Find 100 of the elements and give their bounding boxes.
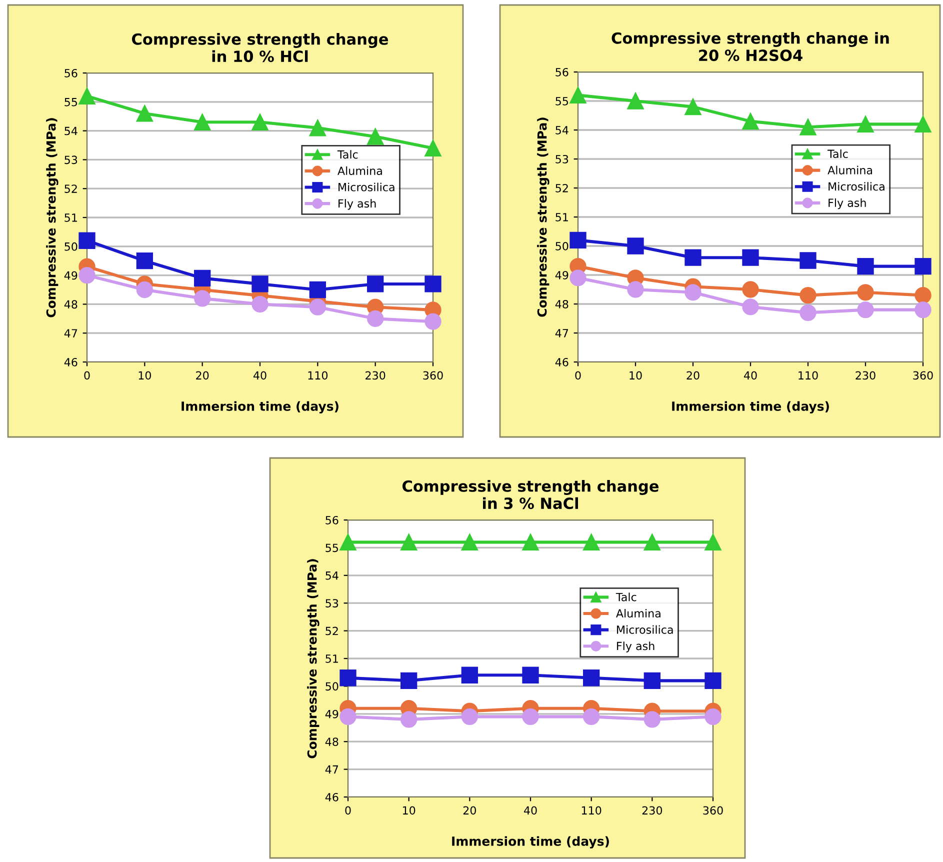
chart-title: Compressive strength change in 3 % NaCl (402, 480, 659, 510)
point (367, 310, 384, 327)
x-tick-label: 10 (630, 371, 642, 380)
point (583, 708, 600, 726)
point (340, 534, 356, 550)
y-tick-label: 56 (556, 68, 568, 76)
point (914, 116, 932, 133)
x-tick-label: 110 (798, 371, 818, 380)
y-tick-label: 54 (64, 126, 78, 136)
legend-label: Microsilica (338, 182, 394, 192)
point (857, 284, 874, 301)
point (461, 534, 478, 550)
point (800, 304, 816, 322)
point (367, 276, 384, 292)
y-tick-label: 47 (64, 329, 78, 338)
point (583, 534, 600, 550)
point (400, 672, 418, 689)
y-tick-label: 54 (326, 572, 338, 580)
y-tick-label: 53 (326, 599, 338, 608)
chart-title: Compressive strength change in 10 % HCl (132, 33, 388, 62)
x-tick-label: 360 (913, 371, 933, 380)
point (194, 290, 211, 307)
y-tick-label: 53 (64, 156, 78, 164)
point (194, 114, 211, 130)
point (704, 672, 722, 689)
point (522, 534, 539, 550)
x-tick-label: 20 (686, 371, 700, 380)
x-tick-label: 10 (402, 806, 416, 815)
x-tick-label: 230 (366, 371, 386, 380)
y-tick-label: 51 (556, 213, 568, 222)
point (78, 232, 96, 249)
point (78, 88, 96, 104)
point (644, 534, 660, 550)
x-tick-label: 40 (524, 806, 537, 815)
y-axis-title: Compressive strength (MPa) (307, 559, 320, 758)
point (800, 252, 816, 269)
y-axis-title: Compressive strength (MPa) (46, 118, 58, 318)
point (252, 114, 268, 130)
y-tick-label: 54 (556, 126, 568, 134)
point (583, 670, 600, 686)
point (252, 276, 268, 292)
point (252, 296, 268, 313)
point (400, 711, 418, 728)
point (742, 112, 759, 130)
point (424, 276, 442, 292)
legend-label: Microsilica (828, 182, 884, 191)
point (340, 670, 356, 686)
point (644, 711, 660, 728)
point (136, 105, 153, 122)
point (800, 286, 816, 304)
y-tick-label: 47 (325, 765, 338, 774)
y-tick-label: 46 (325, 792, 338, 802)
x-tick-label: 0 (84, 371, 90, 380)
x-tick-label: 230 (856, 371, 876, 380)
y-tick-label: 56 (64, 68, 78, 78)
point (627, 238, 644, 254)
point (424, 313, 442, 330)
y-tick-label: 51 (64, 214, 77, 222)
point (742, 298, 759, 316)
point (627, 281, 644, 298)
point (194, 270, 211, 287)
y-tick-label: 47 (555, 329, 568, 338)
x-axis-title: Immersion time (days) (672, 401, 829, 414)
y-tick-label: 55 (326, 544, 338, 552)
y-tick-label: 56 (326, 516, 338, 524)
point (136, 281, 153, 298)
point (914, 258, 932, 275)
y-tick-label: 48 (555, 300, 568, 308)
point (857, 116, 874, 133)
x-axis-title: Immersion time (days) (452, 836, 609, 848)
legend-label: Talc (616, 592, 636, 602)
legend-label: Fly ash (338, 199, 376, 210)
y-tick-label: 50 (556, 242, 568, 250)
y-axis-title: Compressive strength (MPa) (537, 118, 550, 317)
x-axis-title: Immersion time (days) (182, 401, 338, 414)
point (704, 534, 722, 550)
y-tick-label: 50 (64, 242, 78, 251)
point (627, 92, 644, 110)
point (461, 708, 478, 726)
point (704, 708, 722, 726)
legend-label: Microsilica (617, 625, 673, 634)
point (570, 232, 586, 249)
point (800, 118, 816, 136)
y-tick-label: 52 (556, 184, 568, 192)
y-tick-label: 48 (325, 738, 338, 746)
point (914, 286, 932, 304)
point (857, 301, 874, 318)
y-tick-label: 53 (556, 154, 568, 164)
point (684, 249, 702, 266)
legend-label: Talc (828, 149, 848, 158)
x-tick-label: 20 (463, 806, 476, 815)
x-tick-label: 360 (423, 371, 443, 380)
point (78, 266, 96, 284)
x-tick-label: 360 (703, 806, 723, 815)
point (684, 98, 702, 116)
point (914, 301, 932, 318)
legend-label: Alumina (338, 166, 382, 175)
x-tick-label: 110 (582, 806, 602, 815)
x-tick-label: 10 (138, 371, 151, 380)
point (644, 672, 660, 689)
